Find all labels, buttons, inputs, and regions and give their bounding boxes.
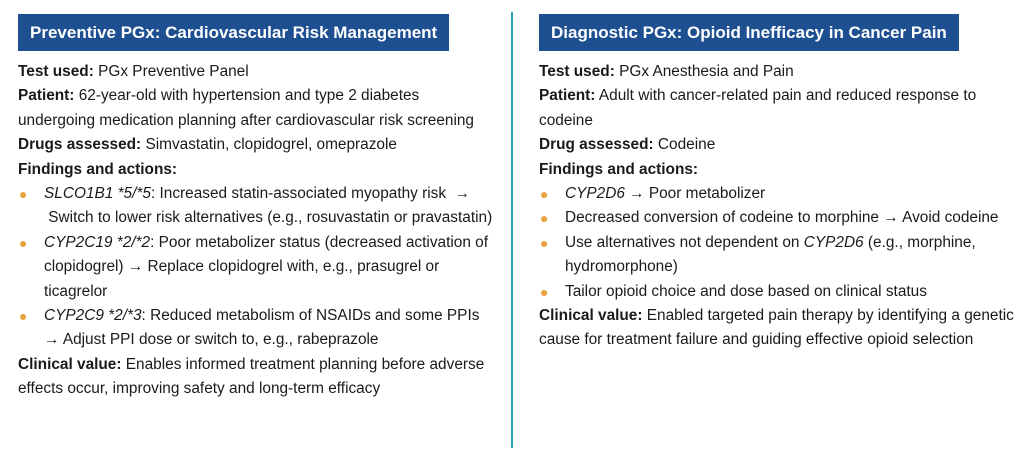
finding-text: (e.g., morphine, hydromorphone) bbox=[565, 233, 976, 276]
preventive-title: Preventive PGx: Cardiovascular Risk Mana… bbox=[18, 14, 450, 51]
test-used-line: Test used: PGx Preventive Panel bbox=[18, 60, 496, 84]
patient-value: 62-year-old with hypertension and type 2… bbox=[18, 87, 474, 129]
patient-label: Patient: bbox=[18, 87, 75, 105]
gene-name: CYP2D6 bbox=[803, 233, 864, 251]
patient-line: Patient: 62-year-old with hypertension a… bbox=[18, 84, 496, 133]
drug-line: Drug assessed: Codeine bbox=[539, 133, 1017, 157]
drug-value: Codeine bbox=[653, 136, 716, 154]
clinical-value-label: Clinical value: bbox=[18, 355, 122, 373]
column-divider bbox=[511, 12, 513, 448]
test-used-label: Test used: bbox=[539, 63, 615, 80]
clinical-value-line: Clinical value: Enabled targeted pain th… bbox=[539, 304, 1017, 353]
finding-text: : Poor metabolizer status (decreased act… bbox=[44, 233, 489, 300]
findings-heading: Findings and actions: bbox=[18, 158, 496, 182]
gene-name: CYP2D6 bbox=[565, 185, 625, 203]
bullet-icon: ● bbox=[540, 234, 549, 251]
diagnostic-title: Diagnostic PGx: Opioid Inefficacy in Can… bbox=[539, 14, 959, 51]
list-item: ● Tailor opioid choice and dose based on … bbox=[539, 280, 1017, 304]
finding-text: Use alternatives not dependent on bbox=[565, 233, 804, 251]
finding-text: : Increased statin-associated myopathy r… bbox=[44, 185, 493, 227]
findings-label: Findings and actions: bbox=[18, 160, 178, 178]
finding-text: → Poor metabolizer bbox=[624, 185, 766, 203]
patient-line: Patient: Adult with cancer-related pain … bbox=[539, 84, 1017, 133]
drugs-label: Drugs assessed: bbox=[18, 136, 142, 154]
findings-list: ● CYP2D6 → Poor metabolizer ● Decreased co… bbox=[539, 182, 1017, 304]
bullet-icon: ● bbox=[540, 186, 549, 203]
list-item: ● CYP2D6 → Poor metabolizer bbox=[539, 182, 1017, 206]
bullet-icon: ● bbox=[540, 210, 549, 227]
bullet-icon: ● bbox=[19, 308, 28, 325]
list-item: ● Decreased conversion of codeine to morp… bbox=[539, 206, 1017, 230]
bullet-icon: ● bbox=[19, 234, 28, 251]
gene-name: CYP2C9 *2/*3 bbox=[44, 307, 142, 325]
finding-text: Decreased conversion of codeine to morph… bbox=[565, 209, 999, 227]
finding-text: Tailor opioid choice and dose based on c… bbox=[565, 282, 927, 300]
patient-label: Patient: bbox=[539, 87, 596, 105]
drug-label: Drug assessed: bbox=[539, 136, 654, 154]
list-item: ● CYP2C9 *2/*3: Reduced metabolism of NSA… bbox=[18, 304, 496, 353]
clinical-value-label: Clinical value: bbox=[539, 307, 643, 325]
diagnostic-body: Test used: PGx Anesthesia and Pain Patie… bbox=[539, 60, 1017, 353]
bullet-icon: ● bbox=[19, 186, 28, 203]
bullet-icon: ● bbox=[540, 283, 549, 300]
test-used-value: PGx Preventive Panel bbox=[93, 63, 249, 80]
test-used-label: Test used: bbox=[18, 63, 94, 80]
patient-value: Adult with cancer-related pain and reduc… bbox=[539, 87, 977, 129]
finding-text: : Reduced metabolism of NSAIDs and some … bbox=[44, 307, 480, 349]
drugs-line: Drugs assessed: Simvastatin, clopidogrel… bbox=[18, 133, 496, 157]
findings-label: Findings and actions: bbox=[539, 160, 699, 178]
test-used-value: PGx Anesthesia and Pain bbox=[614, 63, 794, 80]
test-used-line: Test used: PGx Anesthesia and Pain bbox=[539, 60, 1017, 84]
clinical-value-text: Enabled targeted pain therapy by identif… bbox=[539, 307, 1014, 349]
drugs-value: Simvastatin, clopidogrel, omeprazole bbox=[141, 136, 397, 154]
list-item: ● SLCO1B1 *5/*5: Increased statin-associa… bbox=[18, 182, 496, 231]
list-item: ● Use alternatives not dependent on CYP2D… bbox=[539, 231, 1017, 280]
findings-list: ● SLCO1B1 *5/*5: Increased statin-associa… bbox=[18, 182, 496, 353]
diagnostic-panel: Diagnostic PGx: Opioid Inefficacy in Can… bbox=[539, 14, 1017, 353]
clinical-value-text: Enables informed treatment planning befo… bbox=[18, 355, 485, 398]
gene-name: SLCO1B1 *5/*5 bbox=[44, 185, 151, 203]
gene-name: CYP2C19 *2/*2 bbox=[44, 233, 151, 251]
list-item: ● CYP2C19 *2/*2: Poor metabolizer status … bbox=[18, 231, 496, 304]
preventive-body: Test used: PGx Preventive Panel Patient:… bbox=[18, 60, 496, 402]
findings-heading: Findings and actions: bbox=[539, 158, 1017, 182]
clinical-value-line: Clinical value: Enables informed treatme… bbox=[18, 353, 496, 402]
preventive-panel: Preventive PGx: Cardiovascular Risk Mana… bbox=[18, 14, 496, 402]
